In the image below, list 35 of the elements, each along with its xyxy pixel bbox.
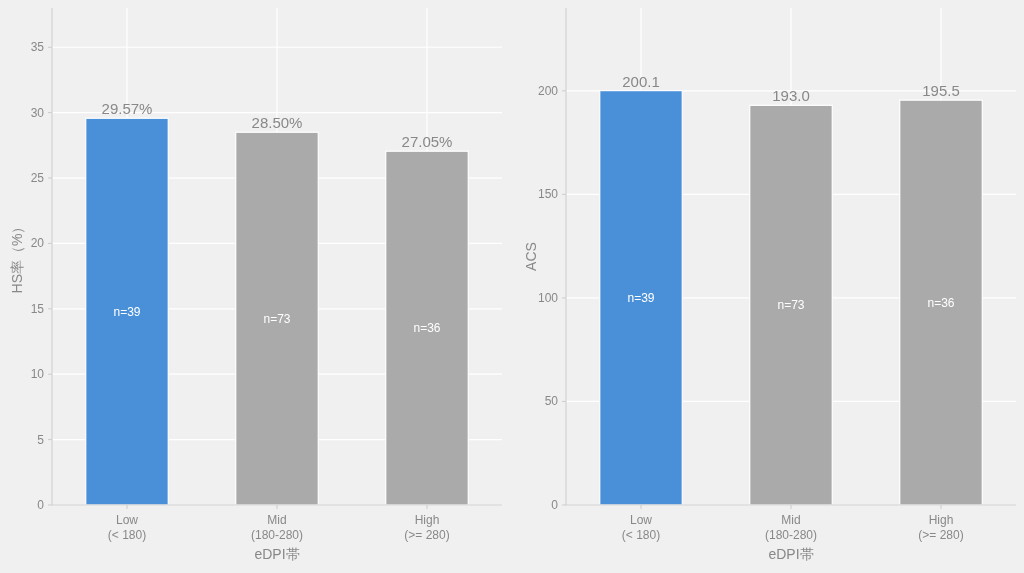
y-tick-label: 10 bbox=[30, 367, 45, 382]
x-tick-label: Mid (180-280) bbox=[764, 513, 818, 542]
y-tick-label: 200 bbox=[537, 83, 559, 98]
x-axis-title: eDPI帯 bbox=[768, 546, 814, 562]
y-tick-label: 25 bbox=[30, 171, 45, 186]
x-tick-label: Mid (180-280) bbox=[250, 513, 304, 542]
annotation: n=73 bbox=[777, 298, 805, 313]
y-tick-label: 30 bbox=[30, 105, 45, 120]
x-tick-label: High (>= 280) bbox=[918, 513, 964, 542]
y-tick-label: 0 bbox=[551, 498, 559, 512]
data-label: 28.50% bbox=[251, 114, 303, 132]
y-axis-title: HS率（%） bbox=[9, 219, 25, 294]
annotation: n=39 bbox=[627, 290, 655, 305]
data-label: 29.57% bbox=[101, 100, 153, 118]
x-axis-title: eDPI帯 bbox=[254, 546, 300, 562]
data-label: 195.5 bbox=[922, 82, 960, 100]
x-tick-label: Low (< 180) bbox=[107, 513, 147, 542]
data-label: 200.1 bbox=[622, 72, 660, 90]
y-tick-label: 150 bbox=[537, 187, 559, 202]
x-tick-label: High (>= 280) bbox=[404, 513, 450, 542]
annotation: n=73 bbox=[263, 311, 291, 326]
y-tick-label: 35 bbox=[30, 40, 45, 55]
y-axis-title: ACS bbox=[523, 242, 539, 271]
x-tick-label: Low (< 180) bbox=[621, 513, 661, 542]
y-tick-label: 0 bbox=[37, 498, 45, 512]
annotation: n=39 bbox=[113, 304, 141, 319]
y-tick-label: 15 bbox=[30, 301, 45, 316]
y-tick-label: 50 bbox=[544, 394, 559, 409]
annotation: n=36 bbox=[413, 321, 441, 336]
y-tick-label: 20 bbox=[30, 236, 45, 251]
data-label: 193.0 bbox=[772, 87, 810, 105]
annotation: n=36 bbox=[927, 295, 955, 310]
data-label: 27.05% bbox=[401, 133, 453, 151]
y-tick-label: 100 bbox=[537, 290, 559, 305]
y-tick-label: 5 bbox=[37, 432, 45, 447]
